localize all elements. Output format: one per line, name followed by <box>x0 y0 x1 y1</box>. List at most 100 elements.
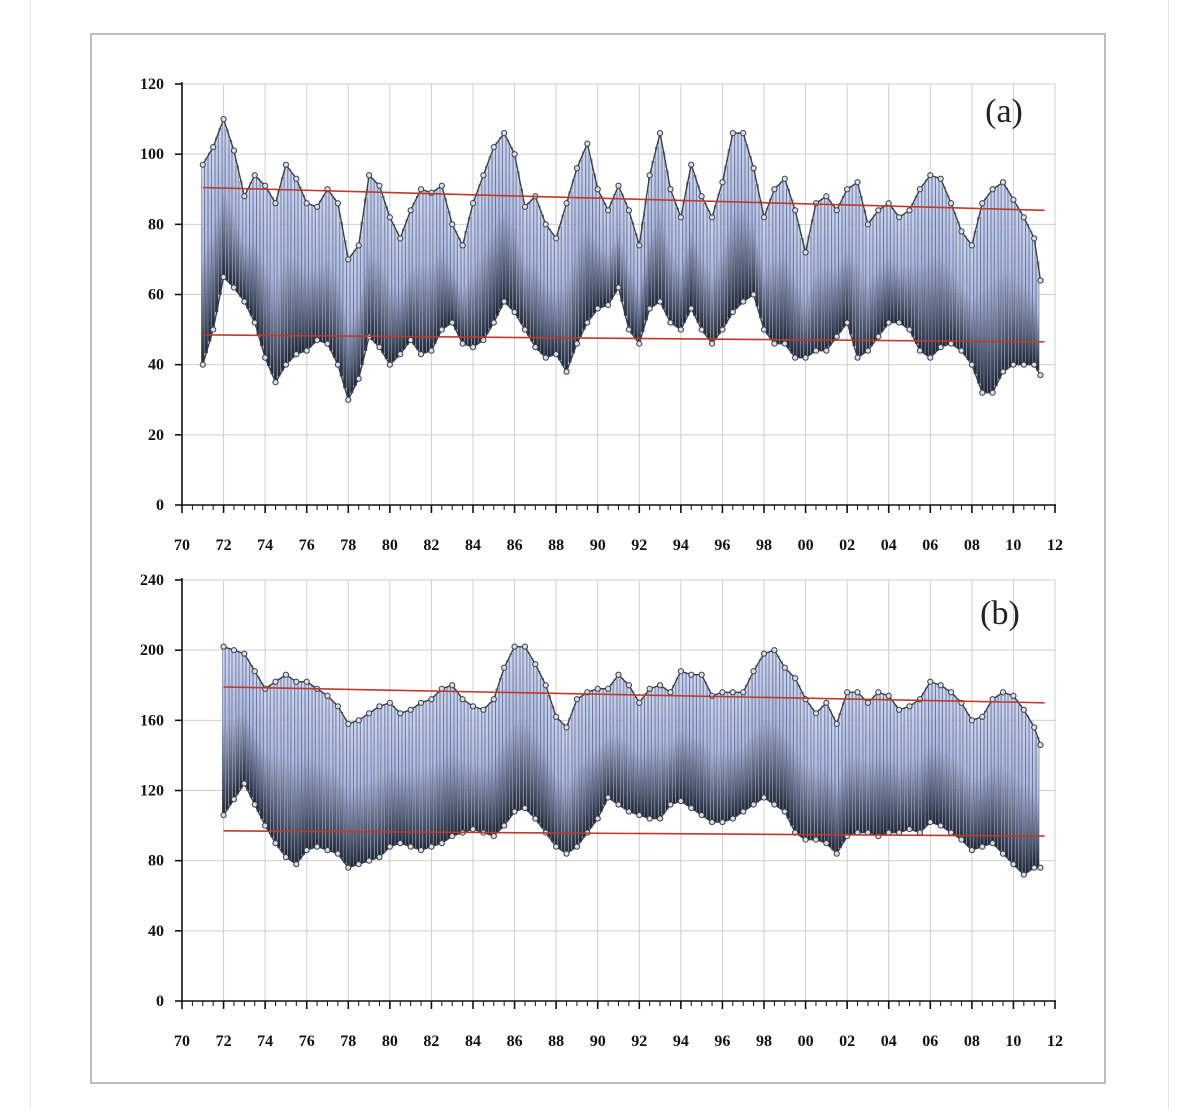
range-bar <box>447 211 451 326</box>
data-point-lower <box>272 379 279 386</box>
range-bar <box>738 692 742 815</box>
range-bar <box>367 175 371 337</box>
data-point-lower <box>210 326 217 333</box>
range-bar <box>402 228 406 350</box>
range-bar <box>942 687 946 829</box>
data-point-upper <box>833 207 840 214</box>
range-bar <box>1001 182 1005 372</box>
data-point-lower <box>792 354 799 361</box>
data-point-lower <box>417 847 425 854</box>
data-point-lower <box>324 847 331 854</box>
range-bar <box>866 702 870 833</box>
data-point-lower <box>594 815 601 822</box>
range-bar <box>648 688 652 819</box>
data-point-lower <box>708 340 716 347</box>
data-point-upper <box>282 161 290 168</box>
data-point-upper <box>979 200 986 207</box>
range-bar <box>440 185 444 330</box>
range-bar <box>568 717 572 852</box>
range-bar <box>970 245 974 365</box>
data-point-lower <box>947 829 955 836</box>
range-bar <box>1022 217 1026 365</box>
x-tick-label: 78 <box>340 537 356 554</box>
range-bar <box>305 681 309 851</box>
data-point-upper <box>230 647 238 654</box>
data-point-lower <box>719 326 726 333</box>
range-bar <box>315 206 319 341</box>
range-bar <box>398 713 402 844</box>
range-bar <box>374 708 378 859</box>
range-bar <box>287 169 291 362</box>
data-point-upper <box>553 713 560 720</box>
data-point-lower <box>449 833 456 840</box>
range-bar <box>984 710 988 846</box>
x-tick-label: 76 <box>299 1033 315 1050</box>
trend-line-upper-trend <box>202 186 1045 212</box>
range-bar <box>682 672 686 804</box>
data-point-lower <box>563 850 570 857</box>
range-bar <box>706 210 711 340</box>
range-bar <box>693 674 697 811</box>
data-point-lower <box>241 298 248 305</box>
data-point-upper <box>999 179 1007 186</box>
range-bar <box>221 646 226 816</box>
range-bar <box>381 196 385 354</box>
range-bar <box>814 203 818 351</box>
range-bar <box>589 690 593 829</box>
range-bar <box>672 198 676 326</box>
range-bar <box>256 178 260 335</box>
x-tick-label: 04 <box>881 537 897 554</box>
range-bar <box>533 196 537 348</box>
data-point-lower <box>916 829 923 836</box>
range-bar <box>828 200 832 347</box>
range-bar <box>675 678 679 803</box>
data-point-upper <box>740 689 747 696</box>
data-point-lower <box>1020 871 1027 878</box>
range-bar <box>540 678 544 829</box>
range-bar <box>970 720 974 851</box>
data-point-upper <box>781 664 788 671</box>
y-tick-label: 160 <box>140 712 164 729</box>
y-tick-label: 40 <box>148 357 164 374</box>
range-bar <box>738 132 742 306</box>
range-bar <box>457 238 461 337</box>
range-bar <box>1032 727 1036 868</box>
range-bar <box>655 146 659 305</box>
data-point-upper <box>781 175 788 182</box>
range-bar <box>225 129 229 281</box>
range-bar <box>474 707 479 831</box>
data-point-upper <box>262 685 269 692</box>
range-bar <box>256 676 260 812</box>
range-bar <box>717 193 721 335</box>
range-bar <box>360 717 364 864</box>
range-bar <box>894 212 898 323</box>
range-bar <box>994 186 998 386</box>
data-point-upper <box>729 689 736 696</box>
data-point-upper <box>407 207 414 214</box>
range-bar <box>824 196 828 351</box>
x-tick-label: 98 <box>756 537 772 554</box>
range-bar <box>228 648 233 805</box>
data-point-lower <box>397 351 404 358</box>
data-point-upper <box>864 699 872 706</box>
range-bar <box>710 695 714 823</box>
data-point-lower <box>906 825 913 833</box>
data-point-upper <box>844 689 851 696</box>
x-tick-label: 12 <box>1047 537 1063 554</box>
bars-group <box>201 118 1040 400</box>
range-bar <box>208 152 212 342</box>
data-point-lower <box>823 840 830 847</box>
data-point-lower <box>771 340 778 347</box>
range-bar <box>668 189 673 323</box>
range-bar <box>1029 231 1033 365</box>
data-point-upper <box>272 678 279 685</box>
x-tick-label: 00 <box>798 537 814 554</box>
data-point-upper <box>594 186 601 193</box>
range-bar <box>949 203 953 344</box>
bars-group <box>221 646 1040 875</box>
data-point-upper <box>521 203 529 210</box>
range-bar <box>609 201 614 300</box>
range-bar <box>488 702 492 836</box>
